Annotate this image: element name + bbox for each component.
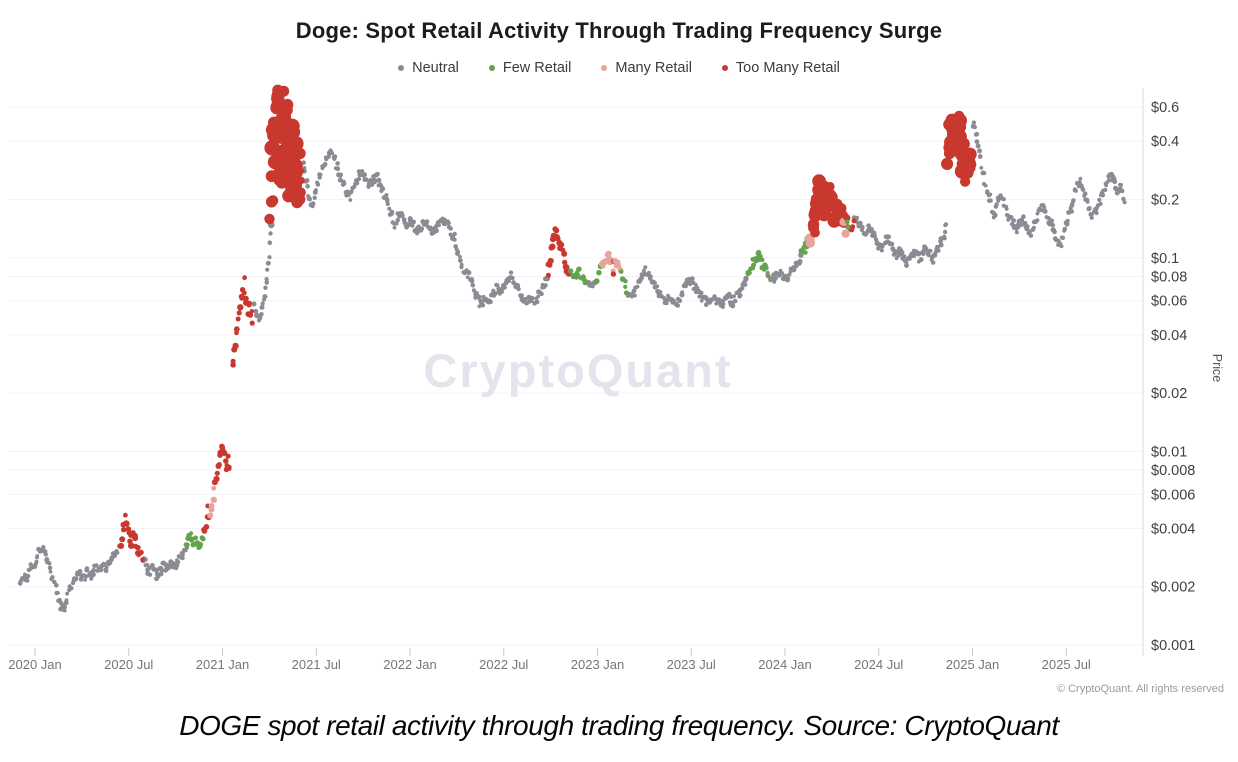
y-tick-label: $0.4	[1151, 134, 1179, 150]
y-tick-label: $0.002	[1151, 580, 1195, 596]
y-tick-label: $0.006	[1151, 487, 1195, 503]
y-tick-label: $0.004	[1151, 521, 1195, 537]
copyright-notice: © CryptoQuant. All rights reserved	[1057, 683, 1224, 695]
x-tick-label: 2022 Jan	[383, 657, 437, 672]
y-tick-label: $0.04	[1151, 328, 1187, 344]
x-tick-label: 2023 Jan	[571, 657, 625, 672]
price-scatter-chart[interactable]: CryptoQuant $0.6$0.4$0.2$0.1$0.08$0.06$0…	[0, 0, 1238, 700]
y-axis-title: Price	[1210, 354, 1224, 383]
legend-item-label: Too Many Retail	[735, 60, 840, 76]
x-tick-label: 2025 Jul	[1042, 657, 1091, 672]
legend-dot-icon	[601, 65, 608, 71]
legend-item[interactable]: Too Many Retail	[721, 60, 840, 76]
x-tick-label: 2023 Jul	[667, 657, 716, 672]
legend-item[interactable]: Many Retail	[601, 60, 692, 76]
legend-item-label: Neutral	[412, 60, 459, 76]
y-tick-label: $0.08	[1151, 270, 1187, 286]
x-tick-label: 2025 Jan	[946, 657, 1000, 672]
chart-title: Doge: Spot Retail Activity Through Tradi…	[295, 18, 943, 43]
scatter-points	[17, 84, 1127, 613]
y-tick-label: $0.02	[1151, 386, 1187, 402]
y-tick-label: $0.2	[1151, 193, 1179, 209]
y-tick-label: $0.01	[1151, 444, 1187, 460]
chart-legend: Neutral Few Retail Many Retail Too Many Ret…	[0, 60, 1238, 76]
x-tick-label: 2024 Jan	[758, 657, 812, 672]
y-tick-label: $0.008	[1151, 463, 1195, 479]
x-tick-label: 2021 Jul	[292, 657, 341, 672]
y-tick-label: $0.06	[1151, 294, 1187, 310]
y-tick-label: $0.1	[1151, 251, 1179, 267]
x-tick-label: 2022 Jul	[479, 657, 528, 672]
cryptoquant-watermark: CryptoQuant	[423, 344, 732, 397]
legend-item[interactable]: Neutral	[398, 60, 459, 76]
x-tick-label: 2020 Jan	[8, 657, 62, 672]
legend-dot-icon	[488, 65, 495, 71]
y-tick-label: $0.001	[1151, 638, 1195, 654]
figure-caption: DOGE spot retail activity through tradin…	[179, 710, 1059, 741]
legend-dot-icon	[721, 65, 728, 71]
legend-item-label: Many Retail	[615, 60, 692, 76]
legend-dot-icon	[398, 65, 405, 71]
legend-item-label: Few Retail	[502, 60, 572, 76]
axes: $0.6 $0.4 $0.2 $0.1 $0.08 $0.06 $0.04 $0.02 $0.0…	[8, 88, 1195, 672]
x-tick-label: 2020 Jul	[104, 657, 153, 672]
y-tick-label: $0.6	[1151, 100, 1179, 116]
x-tick-label: 2021 Jan	[196, 657, 250, 672]
x-tick-label: 2024 Jul	[854, 657, 903, 672]
legend-item[interactable]: Few Retail	[488, 60, 572, 76]
